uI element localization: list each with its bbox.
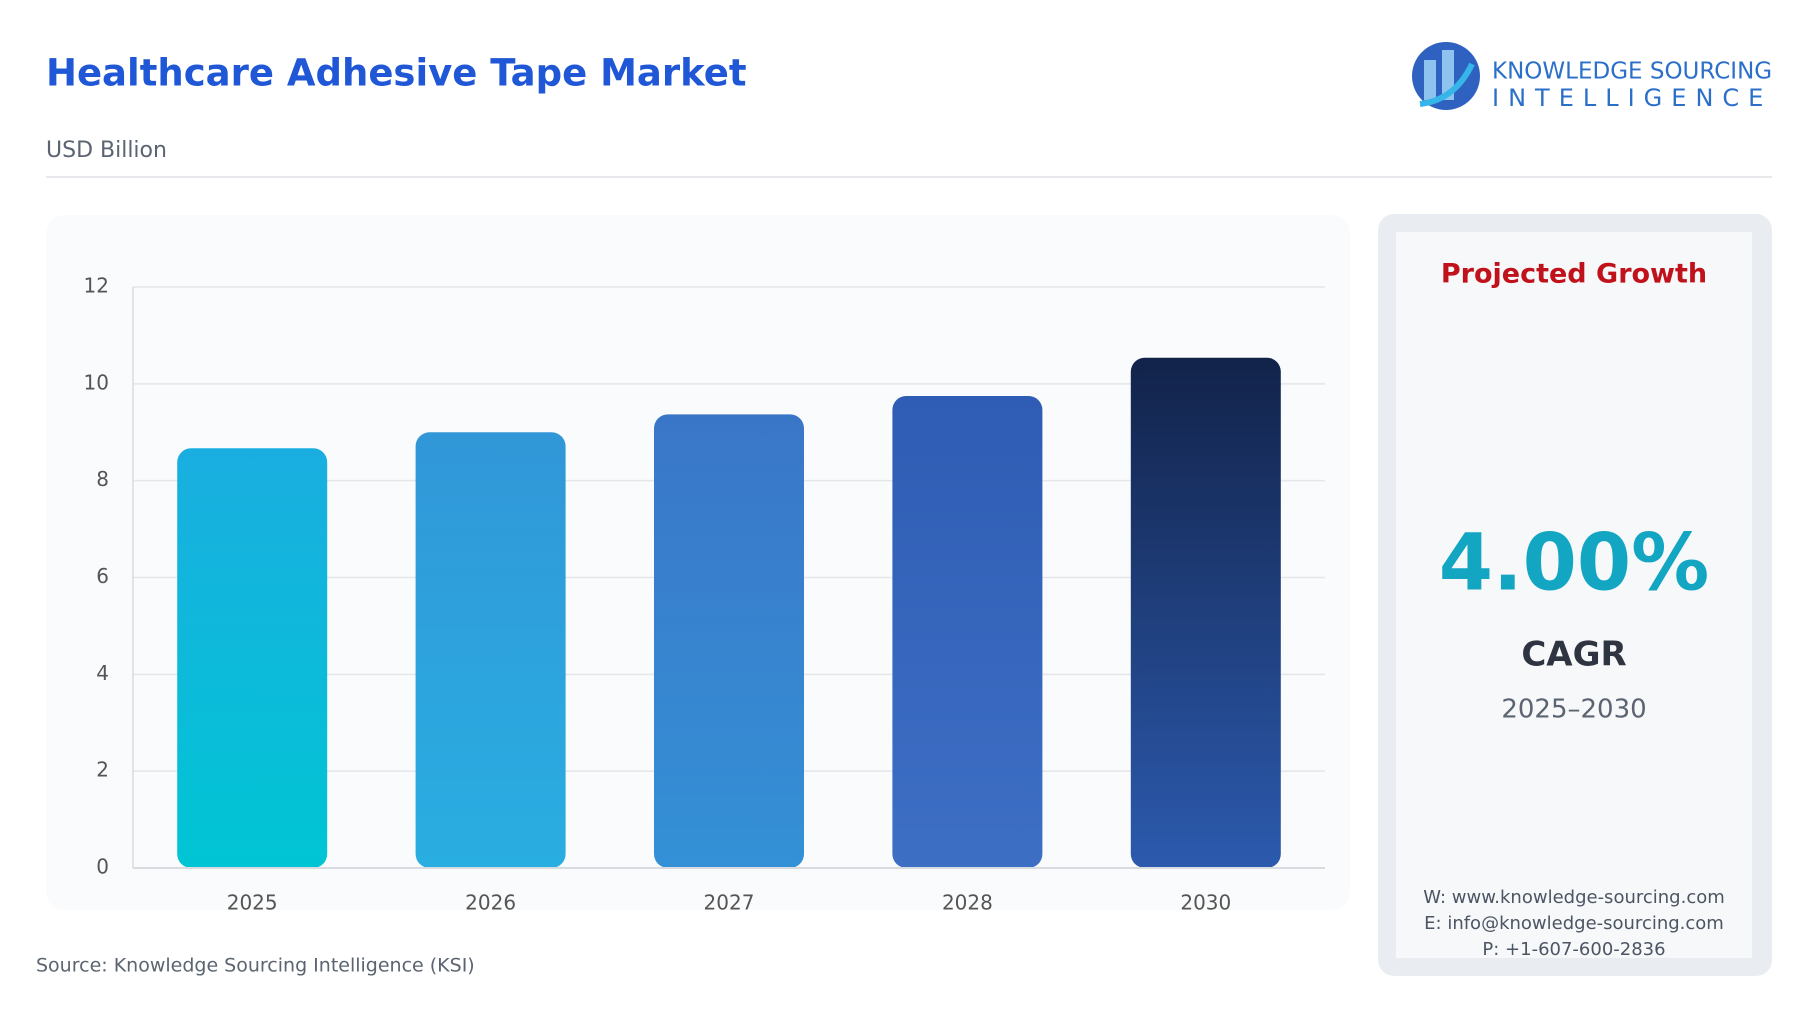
bar bbox=[415, 432, 566, 868]
logo-line2: INTELLIGENCE bbox=[1492, 84, 1772, 112]
logo-bars bbox=[1424, 50, 1454, 100]
contact-phone: P: +1-607-600-2836 bbox=[1482, 939, 1665, 960]
y-tick-label: 2 bbox=[96, 758, 109, 782]
bar bbox=[1130, 357, 1281, 868]
x-tick-label: 2030 bbox=[1180, 891, 1231, 915]
logo: KNOWLEDGE SOURCING INTELLIGENCE bbox=[1412, 42, 1772, 112]
y-tick-label: 8 bbox=[96, 467, 109, 491]
y-tick-label: 10 bbox=[84, 370, 109, 394]
contact-website: W: www.knowledge-sourcing.com bbox=[1423, 887, 1725, 908]
y-tick-label: 4 bbox=[96, 661, 109, 685]
contact-email: E: info@knowledge-sourcing.com bbox=[1424, 913, 1724, 934]
cagr-period: 2025–2030 bbox=[1501, 695, 1646, 725]
logo-line1: KNOWLEDGE SOURCING bbox=[1492, 59, 1772, 85]
cagr-label: CAGR bbox=[1521, 635, 1626, 675]
y-tick-label: 6 bbox=[96, 564, 109, 588]
x-tick-label: 2027 bbox=[704, 891, 755, 915]
logo-arrow bbox=[1419, 62, 1475, 107]
bar bbox=[654, 414, 804, 868]
panel-heading: Projected Growth bbox=[1441, 259, 1707, 290]
cagr-value: 4.00% bbox=[1439, 518, 1710, 608]
growth-panel bbox=[1396, 232, 1752, 958]
source-note: Source: Knowledge Sourcing Intelligence … bbox=[36, 955, 475, 977]
y-tick-label: 12 bbox=[84, 274, 109, 298]
plot-area: 0 2 4 6 8 10 12 2025 2026 2027 2028 2030 bbox=[84, 274, 1325, 915]
bar bbox=[892, 395, 1043, 868]
chart-title: Healthcare Adhesive Tape Market bbox=[46, 52, 747, 95]
y-tick-label: 0 bbox=[96, 855, 109, 879]
x-tick-label: 2026 bbox=[465, 891, 516, 915]
bar bbox=[177, 448, 328, 868]
x-tick-label: 2028 bbox=[942, 891, 993, 915]
chart-subtitle: USD Billion bbox=[46, 138, 167, 163]
x-tick-label: 2025 bbox=[227, 891, 278, 915]
